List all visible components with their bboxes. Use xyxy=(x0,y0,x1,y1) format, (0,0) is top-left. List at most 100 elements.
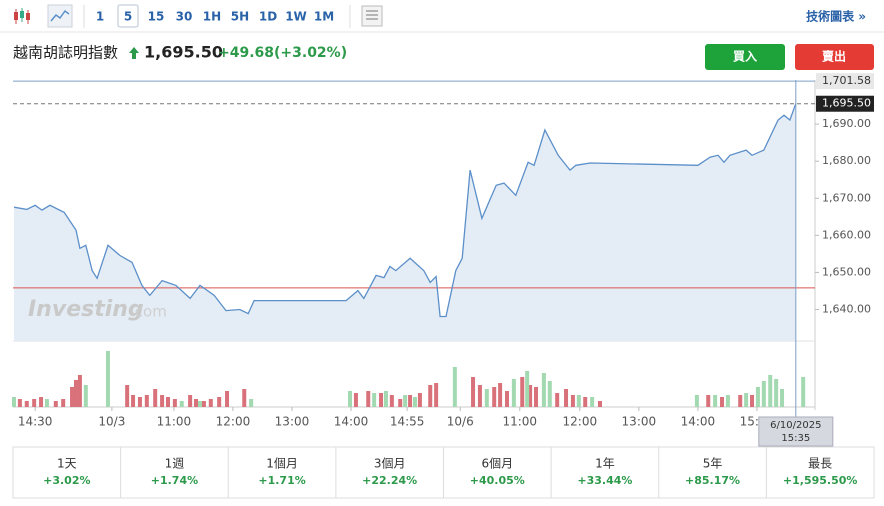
volume-bar xyxy=(389,395,394,407)
line-chart-icon[interactable] xyxy=(47,4,73,28)
volume-bar xyxy=(720,397,725,407)
crosshair-date: 6/10/2025 xyxy=(770,420,821,431)
volume-bar xyxy=(428,385,433,407)
volume-bar xyxy=(547,381,552,407)
y-tick-label: 1,640.00 xyxy=(822,302,871,315)
x-tick-label: 10/3 xyxy=(98,415,125,429)
y-tick-label: 1,690.00 xyxy=(822,117,871,130)
interval-button[interactable]: 1 xyxy=(96,10,104,24)
volume-bar xyxy=(242,389,247,407)
crosshair-y-box xyxy=(816,73,874,90)
volume-bar xyxy=(366,391,371,407)
period-change[interactable]: +40.05% xyxy=(470,474,525,487)
volume-bar xyxy=(511,379,516,407)
buy-button[interactable] xyxy=(705,44,785,70)
volume-bar xyxy=(160,395,165,407)
period-change[interactable]: +85.17% xyxy=(685,474,740,487)
period-change[interactable]: +33.44% xyxy=(577,474,632,487)
volume-bar xyxy=(53,401,58,407)
volume-bar xyxy=(32,399,37,407)
x-tick-label: 14:00 xyxy=(334,415,369,429)
volume-bar xyxy=(725,395,730,407)
volume-bar xyxy=(755,387,760,407)
sell-button[interactable] xyxy=(795,44,874,70)
period-label[interactable]: 1個月 xyxy=(266,457,298,471)
interval-button[interactable]: 15 xyxy=(148,10,165,24)
x-tick-label: 12:00 xyxy=(563,415,598,429)
interval-button[interactable]: 1D xyxy=(259,10,277,24)
interval-button[interactable]: 1H xyxy=(203,10,221,24)
period-change[interactable]: +3.02% xyxy=(43,474,90,487)
volume-bar xyxy=(408,395,413,407)
volume-bar xyxy=(144,395,149,407)
period-change[interactable]: +1.71% xyxy=(258,474,305,487)
volume-bar xyxy=(541,373,546,407)
volume-bar xyxy=(179,401,184,407)
volume-bar xyxy=(412,397,417,407)
volume-bar xyxy=(379,393,384,407)
x-tick-label: 14:00 xyxy=(681,415,716,429)
period-label[interactable]: 3個月 xyxy=(374,457,406,471)
volume-bar xyxy=(471,377,476,407)
watermark: Investing xyxy=(28,297,144,322)
crosshair-time: 15:35 xyxy=(781,433,810,444)
instrument-name: 越南胡誌明指數 xyxy=(13,44,118,62)
period-label[interactable]: 最長 xyxy=(808,457,832,471)
volume-bar xyxy=(83,385,88,407)
technical-chart-link[interactable]: 技術圖表 » xyxy=(806,9,866,24)
period-label[interactable]: 1年 xyxy=(595,457,615,471)
volume-bar xyxy=(477,385,482,407)
volume-bar xyxy=(372,393,377,407)
period-change[interactable]: +1.74% xyxy=(151,474,198,487)
period-label[interactable]: 1天 xyxy=(57,457,77,471)
price: 1,695.50 xyxy=(144,43,223,62)
volume-bar xyxy=(750,395,755,407)
volume-bar xyxy=(590,397,595,407)
interval-button[interactable]: 5H xyxy=(231,10,249,24)
volume-bar xyxy=(570,395,575,407)
interval-button[interactable]: 5 xyxy=(124,10,132,24)
volume-bar xyxy=(11,397,16,407)
period-label[interactable]: 1週 xyxy=(165,457,185,471)
volume-bar xyxy=(39,397,44,407)
crosshair-x-box xyxy=(758,416,834,447)
volume-bar xyxy=(17,399,22,407)
period-change[interactable]: +22.24% xyxy=(362,474,417,487)
volume-bar xyxy=(492,387,497,407)
volume-bar xyxy=(44,399,49,407)
price-line xyxy=(13,103,797,318)
volume-bar xyxy=(225,391,230,407)
volume-bar xyxy=(105,351,110,407)
volume-bar xyxy=(383,391,388,407)
x-tick-label: 11:00 xyxy=(502,415,537,429)
volume-bar xyxy=(498,383,503,407)
selected-interval-box xyxy=(117,4,139,28)
volume-bar xyxy=(201,401,206,407)
volume-bar xyxy=(403,395,408,407)
x-tick-label: 12:00 xyxy=(216,415,251,429)
volume-bar xyxy=(172,399,177,407)
buy-label[interactable]: 買入 xyxy=(733,50,757,64)
x-tick-label: 13:00 xyxy=(622,415,657,429)
volume-bar xyxy=(768,375,773,407)
period-change[interactable]: +1,595.50% xyxy=(783,474,858,487)
interval-button[interactable]: 1M xyxy=(314,10,334,24)
volume-bar xyxy=(348,391,353,407)
candle-icon[interactable] xyxy=(14,8,30,24)
settings-icon[interactable] xyxy=(361,5,383,27)
y-tick-label: 1,680.00 xyxy=(822,154,871,167)
volume-bar xyxy=(576,395,581,407)
interval-button[interactable]: 30 xyxy=(176,10,193,24)
volume-bar xyxy=(417,393,422,407)
plot: Investing.com 1,640.00 1,650.00 1,660.00 1,6… xyxy=(11,73,874,447)
volume-bar xyxy=(217,397,222,407)
period-label[interactable]: 6個月 xyxy=(481,457,513,471)
volume-bar xyxy=(70,387,75,407)
sell-label[interactable]: 賣出 xyxy=(821,49,846,64)
last-price-box xyxy=(816,95,874,112)
volume-bar xyxy=(520,377,525,407)
period-label[interactable]: 5年 xyxy=(703,457,723,471)
x-tick-label: 13:00 xyxy=(275,415,310,429)
interval-button[interactable]: 1W xyxy=(285,10,307,24)
crosshair-y-label: 1,701.58 xyxy=(822,74,871,87)
